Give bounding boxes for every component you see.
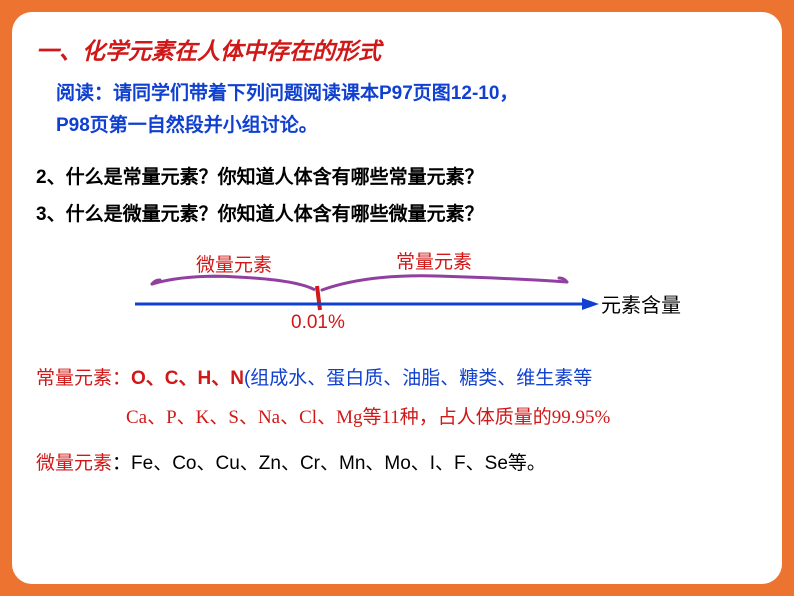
- element-diagram: 微量元素 常量元素 0.01% 元素含量: [36, 242, 758, 352]
- trace-prefix: 微量元素: [36, 453, 112, 474]
- trace-elements-line: 微量元素：Fe、Co、Cu、Zn、Cr、Mn、Mo、I、F、Se等。: [36, 449, 758, 479]
- threshold-label: 0.01%: [291, 312, 345, 334]
- section-title: 一、化学元素在人体中存在的形式: [36, 32, 758, 66]
- reading-line-1: 阅读：请同学们带着下列问题阅读课本P97页图12-10，: [56, 78, 758, 110]
- question-3: 3、什么是微量元素？你知道人体含有哪些微量元素？: [36, 198, 758, 232]
- macro-elements-line: 常量元素：O、C、H、N(组成水、蛋白质、油脂、糖类、维生素等: [36, 364, 758, 394]
- reading-instructions: 阅读：请同学们带着下列问题阅读课本P97页图12-10， P98页第一自然段并小…: [56, 78, 758, 143]
- trace-elements-list: ：Fe、Co、Cu、Zn、Cr、Mn、Mo、I、F、Se等。: [112, 453, 546, 474]
- question-2: 2、什么是常量元素？你知道人体含有哪些常量元素？: [36, 161, 758, 195]
- reading-line-2: P98页第一自然段并小组讨论。: [56, 110, 758, 142]
- macro-composition: (组成水、蛋白质、油脂、糖类、维生素等: [244, 368, 592, 389]
- axis-label: 元素含量: [601, 289, 681, 318]
- macro-prefix: 常量元素：: [36, 368, 131, 389]
- slide-content: 一、化学元素在人体中存在的形式 阅读：请同学们带着下列问题阅读课本P97页图12…: [12, 12, 782, 584]
- macro-elements-list: O、C、H、N: [131, 368, 244, 389]
- macro-detail-line: Ca、P、K、S、Na、Cl、Mg等11种，占人体质量的99.95%: [126, 402, 758, 434]
